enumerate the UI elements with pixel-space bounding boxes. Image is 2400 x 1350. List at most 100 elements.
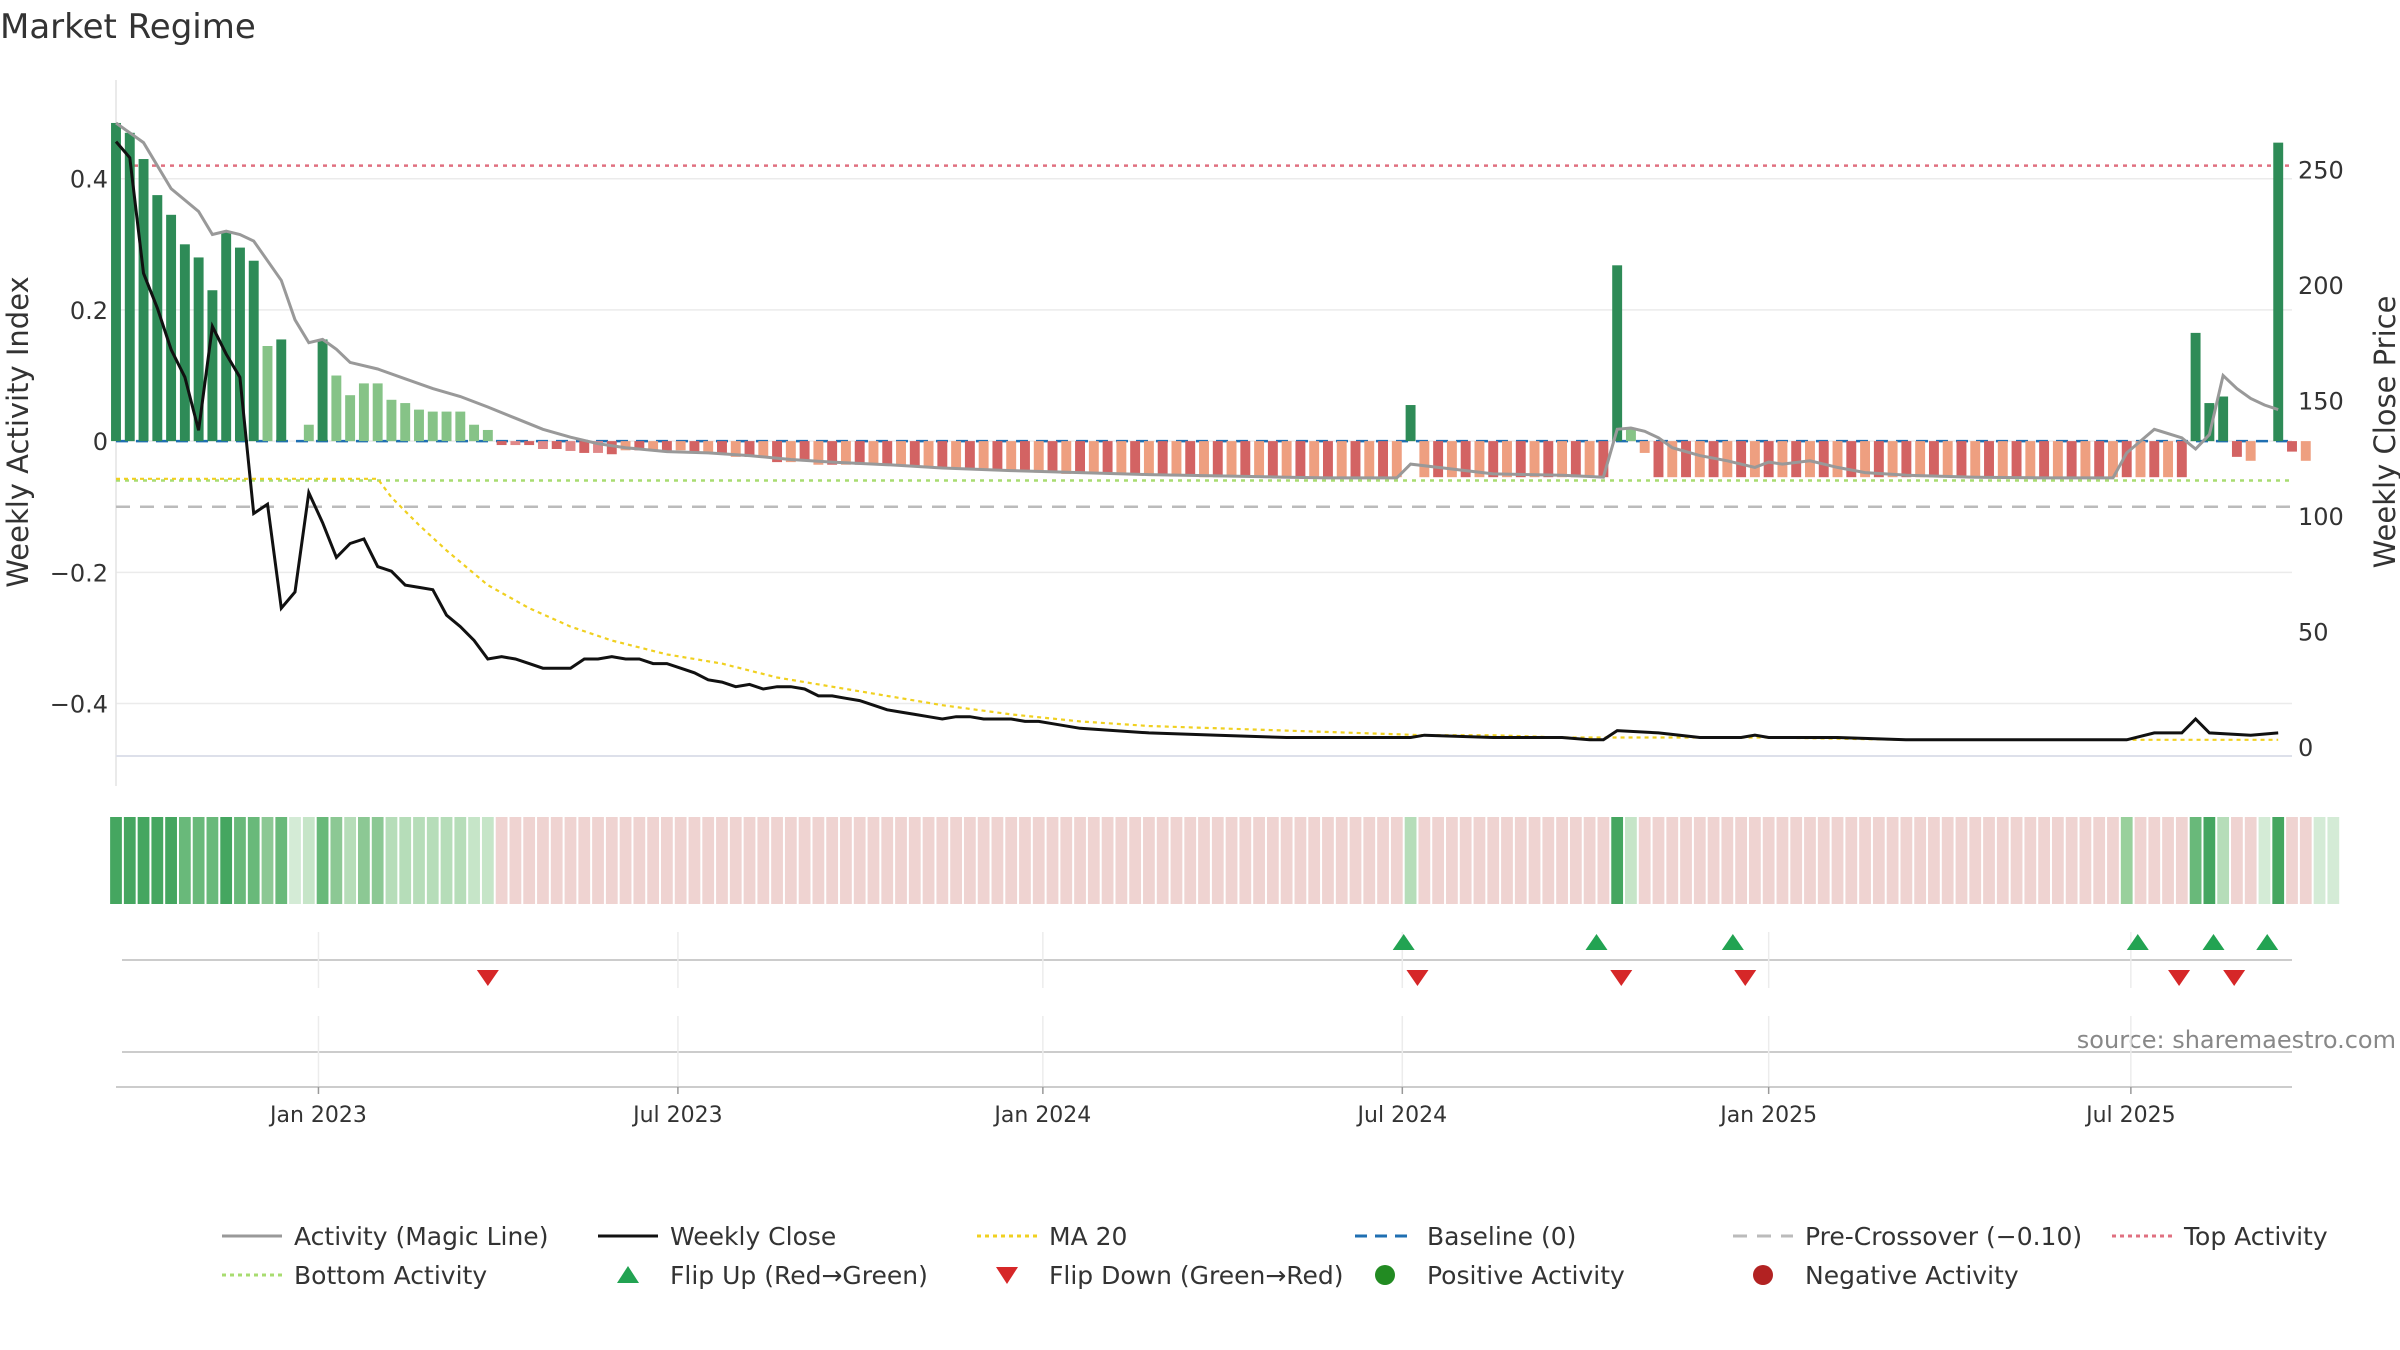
activity-bar [1254,441,1265,478]
activity-bar [675,441,686,451]
legend-item: Positive Activity [1375,1261,1625,1290]
regime-strip-cell [165,817,177,904]
regime-strip-cell [1005,817,1018,904]
activity-bar [1033,441,1044,473]
activity-bar [2287,441,2297,452]
activity-bar [2080,441,2091,478]
regime-strip-cell [2175,817,2188,904]
bottom-panel [122,1016,2292,1088]
regime-strip-cell [1762,817,1775,904]
regime-strip-cell [950,817,962,904]
legend-label: Baseline (0) [1427,1222,1576,1251]
legend-item: Bottom Activity [222,1261,487,1290]
regime-strip-cell [1211,817,1224,904]
regime-strip-cell [798,817,811,904]
activity-bar [2039,441,2050,478]
activity-bar [827,441,838,465]
regime-strip-cell [1735,817,1747,904]
activity-bar [951,441,962,469]
regime-strip-cell [1652,817,1665,904]
activity-bar [1446,441,1457,478]
regime-strip-cell [1666,817,1679,904]
regime-strip-cell [2107,817,2119,904]
activity-bar [1832,441,1843,478]
y-right-tick-label: 100 [2298,503,2344,531]
regime-strip-cell [151,817,164,904]
regime-strip-cell [1129,817,1142,904]
activity-bar [427,411,438,442]
activity-bar [1075,441,1086,474]
regime-strip-cell [220,817,233,904]
activity-bar [1295,441,1306,478]
activity-bar [1612,265,1623,442]
regime-strip-cell [867,817,880,904]
regime-strip-cell [729,817,742,904]
activity-bar [469,424,480,442]
regime-strip-cell [481,817,494,904]
activity-bar [1020,441,1030,471]
legend-flip-down-icon [996,1267,1018,1284]
regime-strip-cell [2327,817,2340,904]
regime-strip-cell [1322,817,1334,904]
regime-strip-cell [1845,817,1858,904]
regime-strip-cell [234,817,246,904]
weekly-close-line [114,140,2279,742]
x-tick-label: Jul 2024 [1356,1103,1448,1128]
activity-bar [606,441,617,455]
regime-strip-cell [2024,817,2037,904]
activity-bar [2273,142,2284,442]
activity-bar [1970,441,1981,478]
y-right-tick-label: 200 [2298,272,2344,300]
x-tick-label: Jan 2024 [992,1103,1091,1128]
legend-item: Negative Activity [1753,1261,2019,1290]
series-lines [114,121,2279,742]
y-left-tick-label: 0.2 [70,297,108,325]
activity-bar [1653,441,1664,478]
legend-item: Pre-Crossover (−0.10) [1733,1222,2082,1251]
regime-strip-cell [688,817,701,904]
regime-strip-cell [440,817,453,904]
regime-strip-cell [633,817,646,904]
regime-strip-cell [1969,817,1982,904]
regime-strip-cell [2258,817,2271,904]
legend-label: Activity (Magic Line) [294,1222,548,1251]
regime-strip-cell [1266,817,1279,904]
activity-bar [1625,428,1636,442]
y-left-tick-label: 0 [93,428,108,456]
regime-strip-cell [123,817,136,904]
activity-bar [1873,441,1884,478]
legend: Activity (Magic Line) Weekly Close MA 20 Ba… [222,1222,2328,1290]
regime-strip-cell [784,817,797,904]
legend-item: MA 20 [977,1222,1127,1251]
activity-bar [1240,441,1251,478]
regime-strip-cell [840,817,852,904]
activity-bar [2176,441,2187,478]
activity-bar [2163,441,2174,478]
activity-bar [372,383,383,442]
regime-strip-cell [881,817,894,904]
activity-bar [1488,441,1499,478]
regime-strip-cell [1225,817,1238,904]
regime-strip-cell [1239,817,1252,904]
activity-bar [1322,441,1333,478]
y-left-tick-label: −0.2 [50,559,108,587]
regime-strip-cell [137,817,150,904]
activity-bar [1088,441,1099,474]
y-axis-left-label: Weekly Activity Index [1,276,35,587]
regime-strip-cell [110,817,122,904]
legend-label: Pre-Crossover (−0.10) [1805,1222,2082,1251]
regime-strip-cell [1680,817,1692,904]
activity-bar [1061,441,1072,474]
activity-bar [551,441,562,449]
activity-bar [813,441,824,465]
x-tick-label: Jan 2023 [268,1103,367,1128]
activity-bar [1928,441,1939,478]
activity-bar [1777,441,1788,478]
activity-bar [303,424,314,442]
regime-strip-cell [1900,817,1913,904]
activity-bar [2190,332,2201,442]
regime-strip-cell [908,817,921,904]
activity-bar [620,441,631,451]
regime-strip-cell [1611,817,1624,904]
y-right-tick-label: 150 [2298,387,2344,415]
